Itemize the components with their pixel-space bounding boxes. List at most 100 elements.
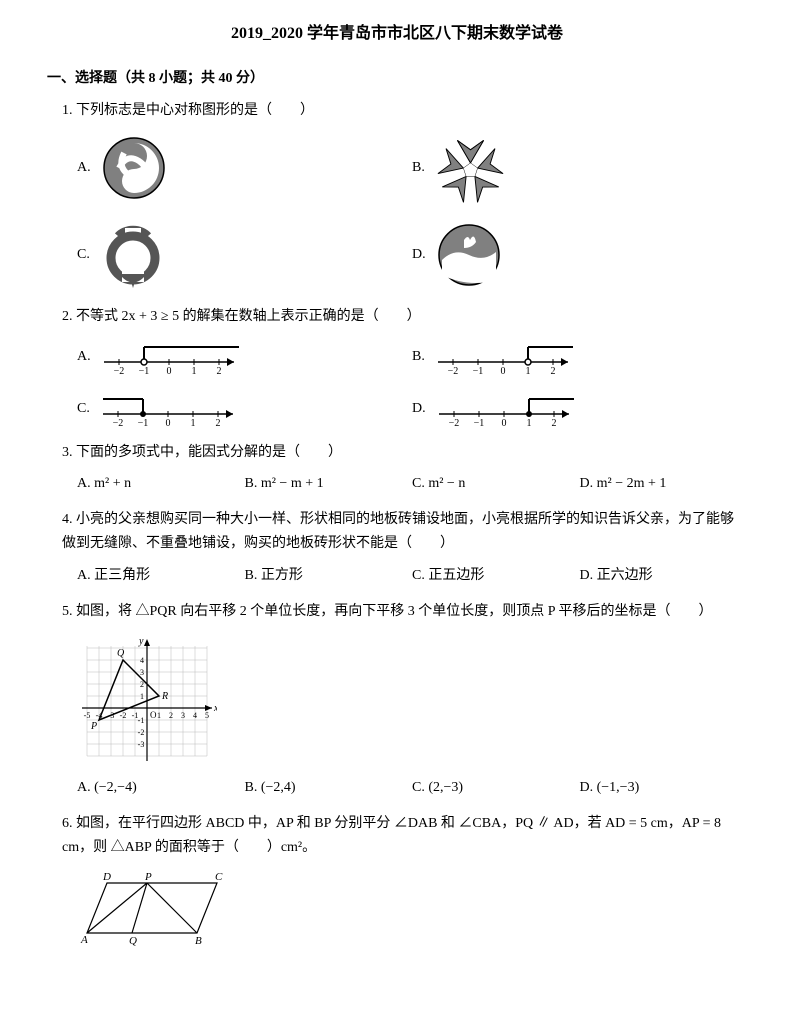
q4-opt-b: B. 正方形 (245, 564, 413, 588)
q2-opt-b: B. −2 −1 0 1 2 (412, 337, 747, 377)
q1-opt-d: D. (412, 220, 747, 290)
opt-label: D. (412, 243, 426, 267)
q3-opt-d: D. m² − 2m + 1 (580, 472, 748, 496)
symbol-a-icon (99, 133, 169, 203)
q1-opt-b: B. (412, 131, 747, 206)
svg-text:2: 2 (169, 711, 173, 720)
svg-text:2: 2 (550, 366, 555, 377)
svg-text:1: 1 (157, 711, 161, 720)
q3-options: A. m² + n B. m² − m + 1 C. m² − n D. m² … (77, 472, 747, 496)
numberline-c-icon: −2 −1 0 1 2 (98, 389, 248, 429)
svg-text:−2: −2 (448, 366, 459, 377)
svg-text:5: 5 (205, 711, 209, 720)
svg-text:2: 2 (216, 366, 221, 377)
symbol-c-icon (98, 218, 168, 293)
opt-label: C. (77, 397, 90, 421)
q4-opt-d: D. 正六边形 (580, 564, 748, 588)
q4-options: A. 正三角形 B. 正方形 C. 正五边形 D. 正六边形 (77, 564, 747, 588)
svg-text:-5: -5 (84, 711, 91, 720)
opt-label: B. (412, 345, 425, 369)
q4-opt-a: A. 正三角形 (77, 564, 245, 588)
svg-text:-2: -2 (138, 728, 145, 737)
svg-text:3: 3 (140, 668, 144, 677)
q3-opt-a: A. m² + n (77, 472, 245, 496)
q6-text: 6. 如图，在平行四边形 ABCD 中，AP 和 BP 分别平分 ∠DAB 和 … (62, 812, 747, 860)
svg-text:−2: −2 (448, 418, 459, 429)
svg-text:−1: −1 (138, 366, 149, 377)
svg-text:P: P (144, 871, 152, 883)
svg-text:4: 4 (140, 656, 144, 665)
svg-text:R: R (161, 691, 168, 702)
numberline-a-icon: −2 −1 0 1 2 (99, 337, 249, 377)
q5-options: A. (−2,−4) B. (−2,4) C. (2,−3) D. (−1,−3… (77, 776, 747, 800)
q4-text: 4. 小亮的父亲想购买同一种大小一样、形状相同的地板砖铺设地面，小亮根据所学的知… (62, 508, 747, 556)
q2-options-row1: A. −2 −1 0 1 2 B. (77, 337, 747, 377)
svg-text:−1: −1 (138, 418, 149, 429)
q2-opt-a: A. −2 −1 0 1 2 (77, 337, 412, 377)
svg-text:O: O (150, 710, 157, 720)
q1-options-row1: A. B. (77, 131, 747, 206)
svg-text:2: 2 (215, 418, 220, 429)
svg-text:-2: -2 (120, 711, 127, 720)
svg-text:1: 1 (190, 418, 195, 429)
page-title: 2019_2020 学年青岛市市北区八下期末数学试卷 (47, 20, 747, 47)
svg-text:4: 4 (193, 711, 197, 720)
q1-opt-a: A. (77, 133, 412, 203)
q5-opt-b: B. (−2,4) (245, 776, 413, 800)
svg-text:y: y (138, 636, 144, 647)
svg-text:0: 0 (501, 418, 506, 429)
q5-opt-a: A. (−2,−4) (77, 776, 245, 800)
svg-text:1: 1 (526, 418, 531, 429)
opt-label: A. (77, 156, 91, 180)
svg-text:1: 1 (140, 692, 144, 701)
svg-text:-3: -3 (138, 740, 145, 749)
svg-text:C: C (215, 871, 223, 883)
opt-label: D. (412, 397, 426, 421)
q2-text: 2. 不等式 2x + 3 ≥ 5 的解集在数轴上表示正确的是（ ） (62, 305, 747, 329)
svg-text:-4: -4 (96, 711, 103, 720)
q3-opt-b: B. m² − m + 1 (245, 472, 413, 496)
q2-options-row2: C. −2 −1 0 1 2 D. (77, 389, 747, 429)
svg-text:0: 0 (500, 366, 505, 377)
svg-text:1: 1 (525, 366, 530, 377)
q5-figure: x y O P Q R -5-4-3 -2-1 123 45 1234 -1-2… (77, 631, 747, 771)
svg-text:1: 1 (191, 366, 196, 377)
q3-opt-c: C. m² − n (412, 472, 580, 496)
svg-text:−2: −2 (113, 418, 124, 429)
q1-text: 1. 下列标志是中心对称图形的是（ ） (62, 99, 747, 123)
numberline-b-icon: −2 −1 0 1 2 (433, 337, 583, 377)
q3-text: 3. 下面的多项式中，能因式分解的是（ ） (62, 441, 747, 465)
q2-opt-c: C. −2 −1 0 1 2 (77, 389, 412, 429)
svg-text:Q: Q (117, 648, 125, 659)
opt-label: C. (77, 243, 90, 267)
symbol-b-icon (433, 131, 508, 206)
svg-text:0: 0 (165, 418, 170, 429)
q6-figure: D P C A Q B (77, 868, 747, 948)
svg-text:A: A (80, 934, 88, 946)
q1-options-row2: C. D. (77, 218, 747, 293)
svg-text:2: 2 (140, 680, 144, 689)
q4-opt-c: C. 正五边形 (412, 564, 580, 588)
svg-text:D: D (102, 871, 111, 883)
svg-text:-1: -1 (138, 716, 145, 725)
section-header: 一、选择题（共 8 小题；共 40 分） (47, 67, 747, 91)
numberline-d-icon: −2 −1 0 1 2 (434, 389, 584, 429)
opt-label: A. (77, 345, 91, 369)
q5-opt-c: C. (2,−3) (412, 776, 580, 800)
svg-text:-3: -3 (108, 711, 115, 720)
svg-text:Q: Q (129, 935, 137, 947)
svg-text:−2: −2 (113, 366, 124, 377)
svg-text:−1: −1 (473, 418, 484, 429)
svg-text:P: P (90, 721, 97, 732)
svg-text:0: 0 (166, 366, 171, 377)
svg-text:3: 3 (181, 711, 185, 720)
svg-text:−1: −1 (473, 366, 484, 377)
q1-opt-c: C. (77, 218, 412, 293)
symbol-d-icon (434, 220, 504, 290)
q5-text: 5. 如图，将 △PQR 向右平移 2 个单位长度，再向下平移 3 个单位长度，… (62, 600, 747, 624)
opt-label: B. (412, 156, 425, 180)
svg-text:2: 2 (551, 418, 556, 429)
q2-opt-d: D. −2 −1 0 1 2 (412, 389, 747, 429)
q5-opt-d: D. (−1,−3) (580, 776, 748, 800)
svg-text:x: x (213, 703, 217, 714)
